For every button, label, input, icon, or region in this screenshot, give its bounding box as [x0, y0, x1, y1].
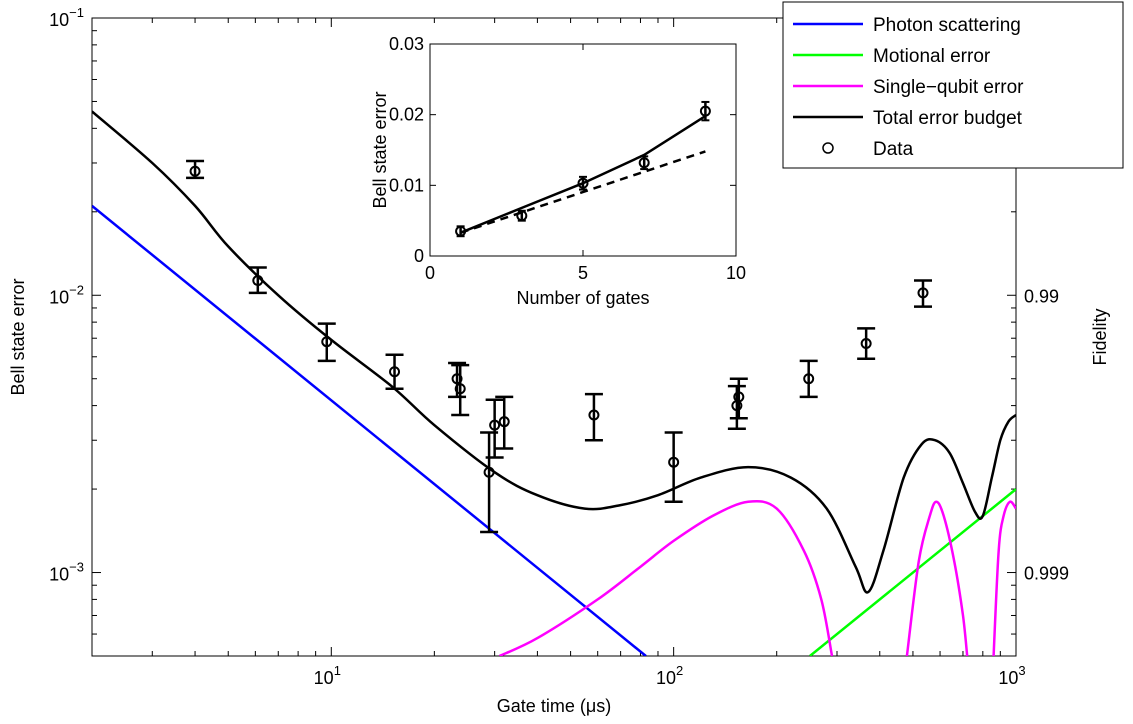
inset-frame: [429, 43, 737, 257]
inset-chart: 0 5 10 0 0.01 0.02 0.03 Number of gates Bell sta…: [370, 34, 746, 308]
y-axis-label: Bell state error: [8, 278, 28, 395]
photon-scattering-line: [92, 204, 647, 656]
y-tick-label: 10−2: [49, 282, 84, 307]
legend-marker-data: [822, 142, 834, 154]
inset-data-point: [516, 210, 528, 222]
inset-data-point: [638, 157, 650, 169]
right-tick-label: 0.999: [1024, 564, 1069, 584]
data-point: [668, 456, 680, 468]
x-axis-label: Gate time (μs): [497, 696, 611, 716]
inset-x-axis-label: Number of gates: [516, 288, 649, 308]
data-point: [588, 409, 600, 421]
right-axis-label: Fidelity: [1090, 308, 1110, 365]
data-point: [321, 336, 333, 348]
data-point: [454, 383, 466, 395]
data-point: [389, 366, 401, 378]
inset-data-point: [699, 105, 711, 117]
data-point: [733, 391, 745, 403]
inset-y-axis-label: Bell state error: [370, 91, 390, 208]
single-qubit-error-line: [905, 500, 969, 656]
data-point: [489, 419, 501, 431]
x-tick-label: 103: [998, 663, 1025, 688]
legend: Photon scattering Motional error Single−qu…: [782, 1, 1124, 169]
data-point: [803, 373, 815, 385]
data-point: [860, 337, 872, 349]
data-point: [252, 275, 264, 287]
legend-label: Motional error: [873, 46, 991, 67]
data-point: [917, 287, 929, 299]
legend-label: Total error budget: [873, 108, 1023, 129]
inset-y-tick-label: 0.02: [389, 105, 424, 125]
single-qubit-error-line: [992, 500, 1016, 656]
plot-area: [92, 110, 1016, 656]
inset-y-tick-label: 0: [414, 246, 424, 266]
single-qubit-error-line: [498, 499, 834, 656]
legend-label: Photon scattering: [873, 15, 1021, 36]
inset-plot-area: [455, 100, 711, 238]
inset-data-point: [455, 225, 467, 237]
y-tick-label: 10−3: [49, 560, 84, 585]
x-tick-label: 102: [656, 663, 683, 688]
inset-x-tick-label: 5: [578, 263, 588, 283]
data-point: [483, 466, 495, 478]
legend-label: Data: [873, 139, 914, 160]
inset-y-tick-label: 0.01: [389, 175, 424, 195]
inset-y-tick-label: 0.03: [389, 34, 424, 54]
y-tick-label: 10−1: [49, 5, 84, 30]
x-tick-label: 101: [314, 663, 341, 688]
data-point: [189, 165, 201, 177]
legend-label: Single−qubit error: [873, 77, 1024, 98]
inset-x-tick-label: 10: [726, 263, 746, 283]
inset-data-point: [577, 177, 589, 189]
data-point: [498, 416, 510, 428]
inset-dashed-line: [460, 150, 706, 234]
data-point: [451, 373, 463, 385]
inset-x-tick-label: 0: [425, 263, 435, 283]
right-tick-label: 0.99: [1024, 286, 1059, 306]
